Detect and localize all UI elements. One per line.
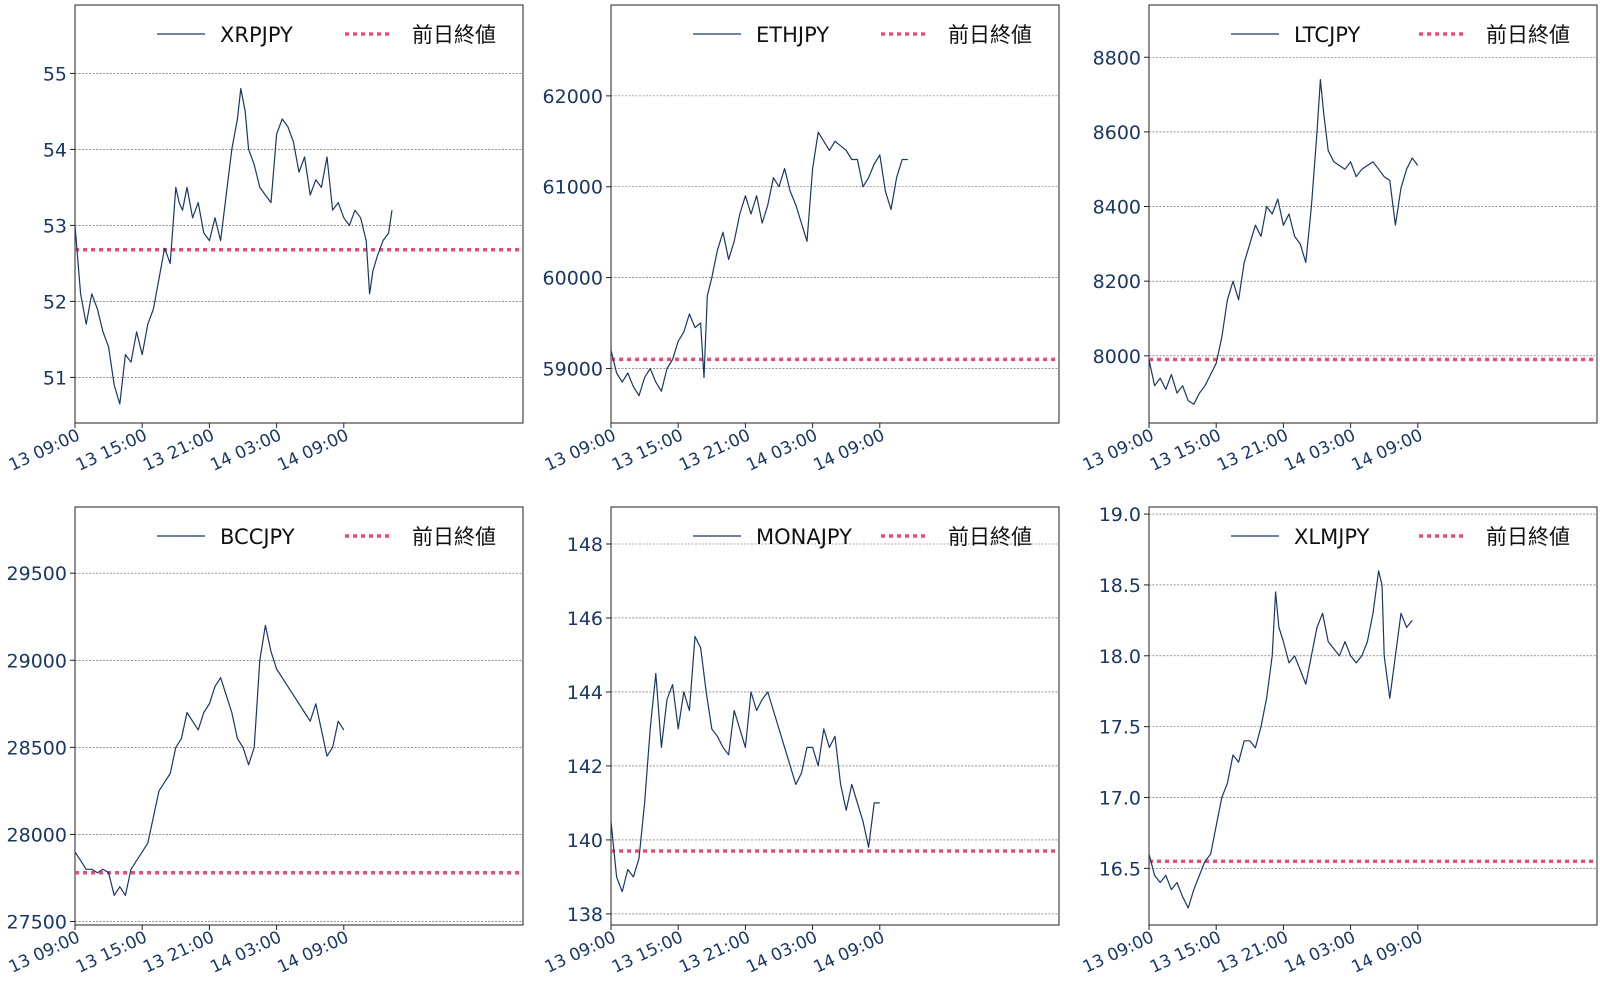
- x-tick-label: 13 15:00: [609, 425, 686, 475]
- plot-frame: [1148, 4, 1598, 424]
- y-tick-label: 28000: [7, 824, 67, 846]
- y-tick-label: 19.0: [1099, 504, 1141, 526]
- legend-reference-label: 前日終値: [412, 525, 496, 549]
- y-tick-label: 8000: [1093, 346, 1141, 368]
- y-tick-label: 148: [567, 534, 603, 556]
- y-tick-label: 17.5: [1099, 717, 1141, 739]
- x-tick-label: 14 09:00: [275, 927, 352, 977]
- legend-reference-label: 前日終値: [1486, 23, 1570, 47]
- price-series-line: [74, 88, 393, 405]
- x-tick-label: 13 21:00: [140, 425, 217, 475]
- x-tick-label: 13 09:00: [542, 927, 619, 977]
- y-tick-label: 55: [43, 63, 67, 85]
- legend-reference-label: 前日終値: [412, 23, 496, 47]
- y-tick-label: 8200: [1093, 271, 1141, 293]
- y-tick-label: 52: [43, 291, 67, 313]
- x-tick-label: 14 09:00: [811, 425, 888, 475]
- legend-reference-label: 前日終値: [1486, 525, 1570, 549]
- x-tick-label: 13 15:00: [1147, 425, 1224, 475]
- y-tick-label: 140: [567, 830, 603, 852]
- y-tick-label: 53: [43, 215, 67, 237]
- price-series-line: [1148, 79, 1419, 405]
- legend-series-label: LTCJPY: [1294, 23, 1360, 47]
- x-tick-label: 13 21:00: [676, 927, 753, 977]
- y-tick-label: 61000: [543, 177, 603, 199]
- y-tick-label: 138: [567, 904, 603, 926]
- x-tick-label: 13 09:00: [6, 927, 83, 977]
- y-tick-label: 29500: [7, 563, 67, 585]
- y-tick-label: 27500: [7, 912, 67, 934]
- y-tick-label: 142: [567, 756, 603, 778]
- y-tick-label: 16.5: [1099, 858, 1141, 880]
- legend-series-label: ETHJPY: [756, 23, 829, 47]
- y-tick-label: 51: [43, 367, 67, 389]
- x-tick-label: 14 03:00: [207, 927, 284, 977]
- y-tick-label: 29000: [7, 650, 67, 672]
- y-tick-label: 17.0: [1099, 787, 1141, 809]
- x-tick-label: 14 03:00: [743, 927, 820, 977]
- legend-series-label: MONAJPY: [756, 525, 852, 549]
- price-series-line: [610, 131, 908, 397]
- x-tick-label: 14 03:00: [207, 425, 284, 475]
- x-tick-label: 14 09:00: [275, 425, 352, 475]
- x-tick-label: 14 03:00: [743, 425, 820, 475]
- legend-reference-label: 前日終値: [948, 23, 1032, 47]
- y-tick-label: 62000: [543, 86, 603, 108]
- y-tick-label: 144: [567, 682, 603, 704]
- y-tick-label: 18.5: [1099, 575, 1141, 597]
- y-tick-label: 18.0: [1099, 646, 1141, 668]
- y-tick-label: 8400: [1093, 197, 1141, 219]
- price-series-line: [74, 624, 345, 896]
- y-tick-label: 8800: [1093, 47, 1141, 69]
- price-series-line: [1148, 570, 1413, 909]
- x-tick-label: 14 09:00: [811, 927, 888, 977]
- legend-series-label: BCCJPY: [220, 525, 295, 549]
- y-tick-label: 28500: [7, 737, 67, 759]
- y-tick-label: 59000: [543, 358, 603, 380]
- x-tick-label: 13 15:00: [73, 927, 150, 977]
- legend-series-label: XLMJPY: [1294, 525, 1370, 549]
- plot-frame: [610, 4, 1060, 424]
- legend-series-label: XRPJPY: [220, 23, 293, 47]
- y-tick-label: 146: [567, 608, 603, 630]
- x-tick-label: 13 15:00: [73, 425, 150, 475]
- x-tick-label: 13 09:00: [1080, 927, 1157, 977]
- x-tick-label: 14 09:00: [1349, 927, 1426, 977]
- x-tick-label: 14 03:00: [1281, 927, 1358, 977]
- x-tick-label: 14 03:00: [1281, 425, 1358, 475]
- x-tick-label: 13 15:00: [1147, 927, 1224, 977]
- x-tick-label: 13 21:00: [1214, 927, 1291, 977]
- x-tick-label: 13 21:00: [140, 927, 217, 977]
- legend-reference-label: 前日終値: [948, 525, 1032, 549]
- x-tick-label: 14 09:00: [1349, 425, 1426, 475]
- plot-frame: [610, 506, 1060, 926]
- plot-frame: [1148, 506, 1598, 926]
- y-tick-label: 8600: [1093, 122, 1141, 144]
- price-series-line: [610, 635, 880, 893]
- x-tick-label: 13 21:00: [1214, 425, 1291, 475]
- y-tick-label: 54: [43, 139, 67, 161]
- x-tick-label: 13 09:00: [6, 425, 83, 475]
- x-tick-label: 13 09:00: [542, 425, 619, 475]
- plot-frame: [74, 4, 524, 424]
- x-tick-label: 13 15:00: [609, 927, 686, 977]
- x-tick-label: 13 09:00: [1080, 425, 1157, 475]
- plot-frame: [74, 506, 524, 926]
- y-tick-label: 60000: [543, 268, 603, 290]
- x-tick-label: 13 21:00: [676, 425, 753, 475]
